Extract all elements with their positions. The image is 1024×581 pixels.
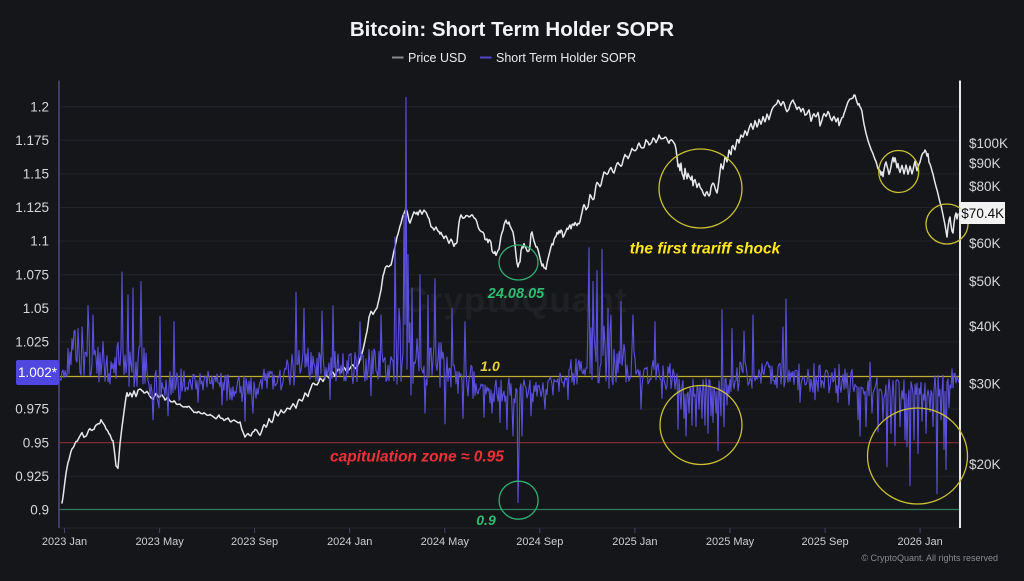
svg-text:2023 Jan: 2023 Jan (42, 536, 87, 548)
svg-text:$40K: $40K (969, 319, 1001, 334)
svg-text:Bitcoin: Short Term Holder SOP: Bitcoin: Short Term Holder SOPR (350, 18, 674, 41)
svg-text:2023 Sep: 2023 Sep (231, 536, 278, 548)
svg-text:0.925: 0.925 (15, 469, 49, 484)
svg-text:$90K: $90K (969, 156, 1001, 171)
svg-text:1.025: 1.025 (15, 335, 49, 350)
svg-text:2024 Jan: 2024 Jan (327, 536, 372, 548)
svg-text:2024 May: 2024 May (421, 536, 470, 548)
svg-text:capitulation zone ≈ 0.95: capitulation zone ≈ 0.95 (330, 449, 504, 466)
svg-text:0.9: 0.9 (476, 512, 496, 528)
svg-text:1.002*: 1.002* (18, 365, 58, 380)
svg-text:2025 Sep: 2025 Sep (802, 536, 849, 548)
svg-text:2025 May: 2025 May (706, 536, 755, 548)
svg-text:$30K: $30K (969, 376, 1001, 391)
svg-text:1.1: 1.1 (30, 234, 49, 249)
svg-text:2024 Sep: 2024 Sep (516, 536, 563, 548)
svg-text:24.08.05: 24.08.05 (487, 286, 545, 302)
svg-text:1.0: 1.0 (480, 358, 500, 374)
svg-text:$80K: $80K (969, 179, 1001, 194)
svg-text:$50K: $50K (969, 274, 1001, 289)
svg-text:$70.4K: $70.4K (961, 206, 1004, 221)
svg-text:1.2: 1.2 (30, 99, 49, 114)
svg-text:0.95: 0.95 (23, 435, 49, 450)
svg-text:2023 May: 2023 May (135, 536, 184, 548)
svg-text:$60K: $60K (969, 236, 1001, 251)
svg-text:$100K: $100K (969, 136, 1008, 151)
svg-text:1.175: 1.175 (15, 133, 49, 148)
svg-text:2026 Jan: 2026 Jan (897, 536, 942, 548)
svg-text:Short Term Holder SOPR: Short Term Holder SOPR (496, 51, 636, 65)
svg-text:the first trariff shock: the first trariff shock (630, 241, 782, 258)
svg-text:Price USD: Price USD (408, 51, 466, 65)
svg-text:1.15: 1.15 (23, 167, 49, 182)
svg-text:© CryptoQuant. All rights rese: © CryptoQuant. All rights reserved (861, 553, 998, 563)
svg-text:1.05: 1.05 (23, 301, 49, 316)
svg-text:2025 Jan: 2025 Jan (612, 536, 657, 548)
svg-text:0.9: 0.9 (30, 503, 49, 518)
svg-text:1.075: 1.075 (15, 267, 49, 282)
svg-text:0.975: 0.975 (15, 402, 49, 417)
svg-text:1.125: 1.125 (15, 200, 49, 215)
svg-text:$20K: $20K (969, 457, 1001, 472)
